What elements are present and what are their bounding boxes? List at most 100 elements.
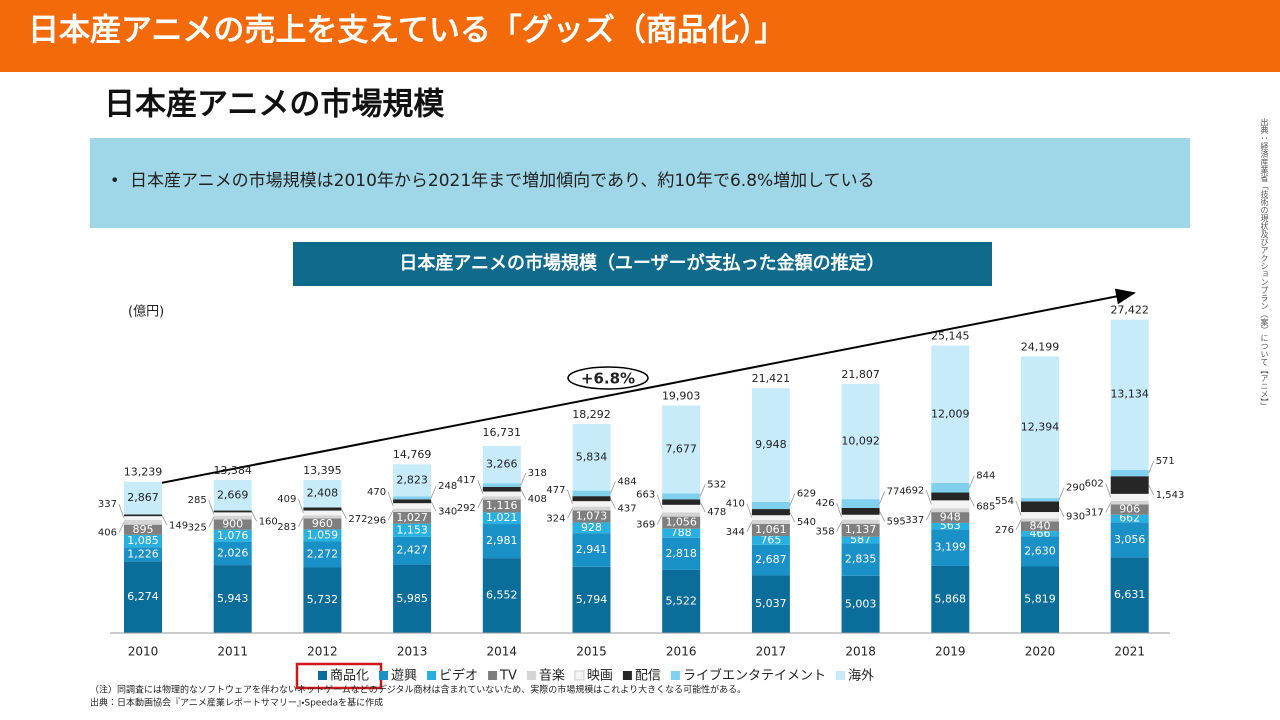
value-label: 2,630 — [1024, 544, 1056, 557]
value-label: 1,021 — [486, 511, 518, 524]
value-label: 948 — [940, 511, 961, 524]
bar-segment — [662, 504, 701, 513]
value-label: 337 — [98, 499, 117, 510]
leader-line — [610, 498, 616, 509]
bar-segment — [1021, 501, 1059, 513]
value-label: 3,199 — [935, 541, 967, 554]
value-label: 1,076 — [217, 529, 249, 542]
leader-line — [1105, 483, 1112, 498]
bar-segment — [482, 512, 521, 525]
bar-segment — [1110, 500, 1149, 505]
leader-line — [968, 496, 975, 507]
value-label: 2,408 — [307, 487, 339, 500]
value-label: 2,687 — [755, 553, 787, 566]
bar-segment — [124, 524, 162, 535]
total-label: 27,422 — [1110, 304, 1149, 317]
x-tick-label: 2016 — [666, 645, 697, 659]
value-label: 149 — [169, 520, 188, 531]
legend-swatch — [574, 670, 585, 681]
bar-segment — [482, 491, 521, 497]
leader-line — [251, 511, 258, 522]
bar-segment — [303, 567, 342, 633]
bar-segment — [572, 522, 611, 534]
bar-segment — [124, 534, 162, 548]
value-label: 470 — [367, 487, 386, 498]
bar-segment — [303, 507, 342, 511]
value-label: 5,868 — [935, 592, 967, 605]
value-label: 296 — [367, 515, 386, 526]
bar-segment — [213, 512, 252, 516]
leader-line — [699, 501, 706, 513]
trend-arrow — [124, 288, 1136, 491]
bar-segment — [841, 543, 880, 576]
value-label: 3,056 — [1114, 533, 1146, 546]
bar-segment — [1021, 518, 1059, 522]
bar-segment — [213, 565, 252, 633]
bar-segment — [303, 518, 342, 530]
bar-segment — [1110, 504, 1149, 515]
bar-segment — [572, 490, 611, 497]
bar-segment — [931, 565, 970, 633]
value-label: 12,009 — [931, 407, 970, 420]
value-label: 571 — [1156, 456, 1175, 467]
bar-segment — [751, 544, 790, 576]
value-label: 540 — [797, 517, 816, 528]
bar-segment — [393, 508, 432, 512]
bar-segment — [931, 508, 970, 513]
leader-line — [430, 485, 437, 499]
bar-segment — [393, 464, 432, 497]
leader-line — [1015, 519, 1022, 531]
leader-line — [1105, 502, 1112, 513]
value-label: 417 — [457, 475, 476, 486]
value-label: 928 — [581, 521, 602, 534]
bar-segment — [751, 535, 790, 545]
value-label: 1,085 — [127, 534, 159, 547]
leader-line — [477, 497, 484, 509]
leader-line — [879, 511, 885, 522]
bar-segment — [1021, 512, 1059, 519]
value-label: 10,092 — [841, 434, 880, 447]
value-label: 930 — [1066, 512, 1085, 523]
bar-segment — [393, 523, 432, 537]
x-tick-label: 2019 — [935, 645, 966, 659]
value-label: 663 — [636, 490, 655, 501]
value-label: 2,272 — [307, 548, 339, 561]
bar-segment — [393, 564, 432, 633]
bar-segment — [303, 529, 342, 542]
leader-line — [387, 491, 394, 507]
bar-segment — [572, 496, 611, 502]
x-tick-label: 2017 — [756, 645, 787, 659]
leader-line — [1015, 501, 1022, 516]
bar-segment — [1021, 521, 1059, 532]
bar-segment — [931, 492, 970, 501]
leader-line — [968, 475, 975, 488]
value-label: 844 — [976, 471, 995, 482]
leader-line — [298, 498, 304, 514]
value-label: 272 — [348, 514, 367, 525]
bar-segment — [931, 522, 970, 530]
value-label: 2,823 — [396, 473, 428, 486]
bar-segment — [1110, 522, 1149, 558]
value-label: 6,631 — [1114, 588, 1146, 601]
value-label: 12,394 — [1021, 420, 1060, 433]
leader-line — [789, 511, 796, 523]
leader-line — [1058, 487, 1065, 500]
leader-line — [298, 516, 304, 528]
value-label: 685 — [976, 501, 995, 512]
bar-segment — [482, 486, 521, 492]
bar-segment — [572, 510, 611, 523]
value-label: 410 — [726, 499, 745, 510]
bar-segment — [662, 493, 701, 500]
leader-line — [208, 499, 215, 515]
value-label: 283 — [277, 522, 296, 533]
value-label: 5,522 — [665, 594, 697, 607]
total-label: 14,769 — [393, 448, 432, 461]
summary-box — [90, 138, 1190, 228]
legend-label: 商品化 — [330, 668, 369, 684]
chart-title: 日本産アニメの市場規模（ユーザーが支払った金額の推定） — [399, 252, 884, 274]
bar-segment — [662, 516, 701, 529]
bar-segment — [1110, 493, 1149, 501]
bar-segment — [124, 561, 162, 633]
bar-segment — [213, 519, 252, 530]
